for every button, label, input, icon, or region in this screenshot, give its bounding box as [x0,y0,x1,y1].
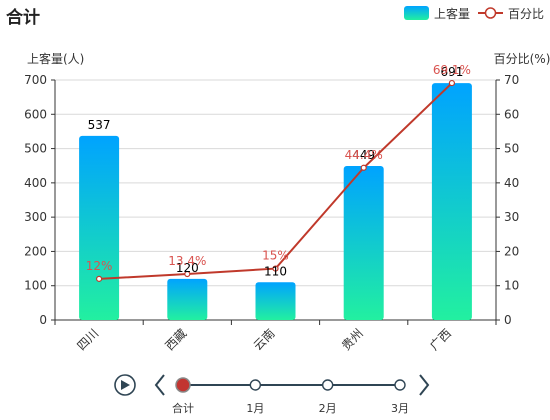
line-point [360,164,367,171]
y-left-tick-label: 400 [24,176,47,190]
y-right-tick-label: 0 [504,313,512,327]
line-point [184,270,191,278]
y-right-tick-label: 50 [504,142,519,156]
play-icon [121,380,130,390]
legend-label-percentage: 百分比 [507,6,544,21]
y-right-tick-label: 10 [504,279,519,293]
x-tick-label: 西藏 [163,326,190,353]
chart-title: 合计 [6,8,40,28]
bar-value-label: 110 [264,264,287,278]
play-button[interactable] [114,374,136,396]
y-left-tick-label: 200 [24,244,47,258]
y-left-tick-label: 100 [24,279,47,293]
bar [431,83,472,320]
line-value-label: 12% [86,259,113,273]
bar-value-label: 449 [352,148,375,162]
legend-item-passengers[interactable]: 上客量 [403,5,470,22]
bar-value-label: 120 [176,261,199,275]
play-icon-ring [114,374,136,396]
timeline-dot[interactable] [321,379,334,391]
timeline-dot-active[interactable] [175,377,191,393]
timeline-label: 3月 [391,402,409,415]
legend: 上客量 百分比 [396,4,544,22]
bar [167,278,208,320]
y-right-tick-label: 40 [504,176,519,190]
line-point [448,79,455,87]
timeline-label: 1月 [246,402,264,415]
timeline-dot[interactable] [249,379,262,391]
line-value-label: 69.1% [433,63,471,77]
x-tick-label: 云南 [250,326,278,354]
bar-value-label: 691 [440,65,463,79]
y-left-tick-label: 300 [24,210,47,224]
bar [343,166,384,320]
legend-label-passengers: 上客量 [433,6,470,21]
y-left-tick-label: 600 [24,107,47,121]
y-left-axis-title: 上客量(人) [27,51,84,66]
prev-arrow-icon[interactable] [154,374,165,396]
line-value-label: 13.4% [168,254,206,268]
y-left-tick-label: 500 [24,142,47,156]
y-left-tick-label: 700 [24,73,47,87]
timeline-dot[interactable] [394,379,406,391]
x-tick-label: 四川 [74,326,101,353]
legend-item-percentage[interactable]: 百分比 [477,5,544,22]
y-right-tick-label: 20 [504,244,519,258]
y-right-tick-label: 70 [504,73,519,87]
line-value-label: 15% [262,249,289,263]
line-point [272,265,279,272]
y-left-tick-label: 0 [39,313,47,327]
y-right-tick-label: 30 [504,210,519,224]
bar [255,282,296,320]
x-tick-label: 贵州 [339,326,366,353]
bar-value-label: 537 [88,118,111,132]
legend-bar-swatch [403,6,429,20]
line-point [95,275,103,282]
next-arrow-icon[interactable] [419,374,430,396]
y-right-axis-title: 百分比(%) [494,52,550,66]
timeline-label: 合计 [172,401,194,415]
bar [79,135,120,320]
x-tick-label: 广西 [427,326,454,353]
y-right-tick-label: 60 [504,107,519,121]
line-value-label: 44.4% [345,148,383,162]
timeline-label: 2月 [319,402,337,415]
legend-line-swatch [477,7,503,19]
